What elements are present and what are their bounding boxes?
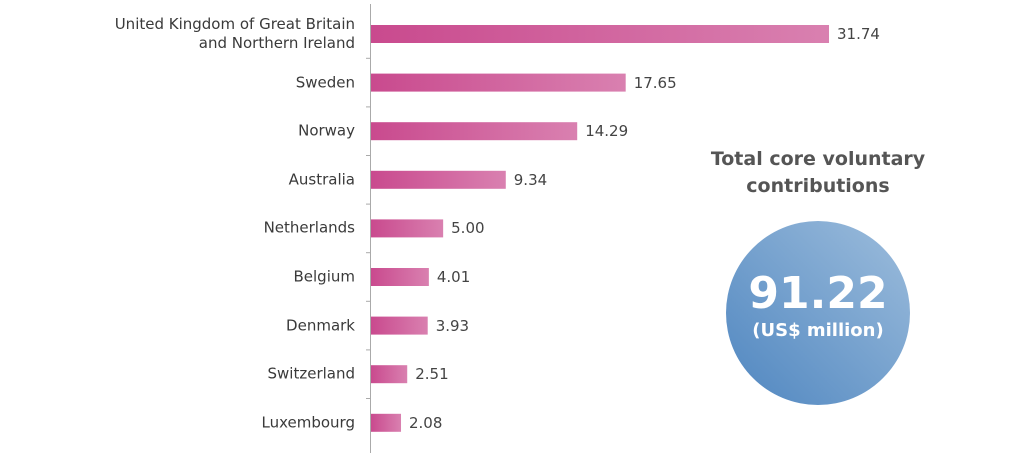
value-label: 4.01	[436, 268, 471, 286]
bar	[371, 268, 429, 286]
category-label: Switzerland	[267, 364, 356, 383]
bar	[371, 413, 402, 432]
value-label: 2.51	[415, 365, 449, 384]
category-label: Sweden	[295, 73, 355, 92]
value-label: 14.29	[585, 122, 629, 141]
summary-unit: (US$ million)	[752, 320, 884, 341]
bar	[371, 219, 444, 238]
summary-circle	[726, 221, 910, 405]
category-label: Norway	[298, 121, 355, 140]
summary-title: Total core voluntary contributions	[710, 148, 926, 197]
value-label: 9.34	[513, 170, 548, 189]
value-label: 3.93	[435, 316, 470, 335]
bar	[371, 122, 578, 141]
value-label: 5.00	[451, 219, 485, 238]
category-label: Luxembourg	[261, 413, 356, 432]
summary-value: 91.22	[748, 268, 888, 319]
category-label: Belgium	[293, 267, 356, 286]
category-label: Australia	[288, 170, 355, 189]
bar	[371, 316, 428, 335]
bar	[371, 365, 408, 384]
category-label: Denmark	[286, 316, 355, 335]
category-label: Netherlands	[263, 218, 355, 237]
value-label: 17.65	[633, 73, 677, 92]
bar	[371, 73, 626, 92]
value-label: 2.08	[409, 413, 443, 432]
value-label: 31.74	[837, 25, 880, 43]
category-label: United Kingdom of Great Britain and Nort…	[114, 15, 355, 52]
bar	[371, 170, 506, 189]
bar	[371, 25, 830, 43]
